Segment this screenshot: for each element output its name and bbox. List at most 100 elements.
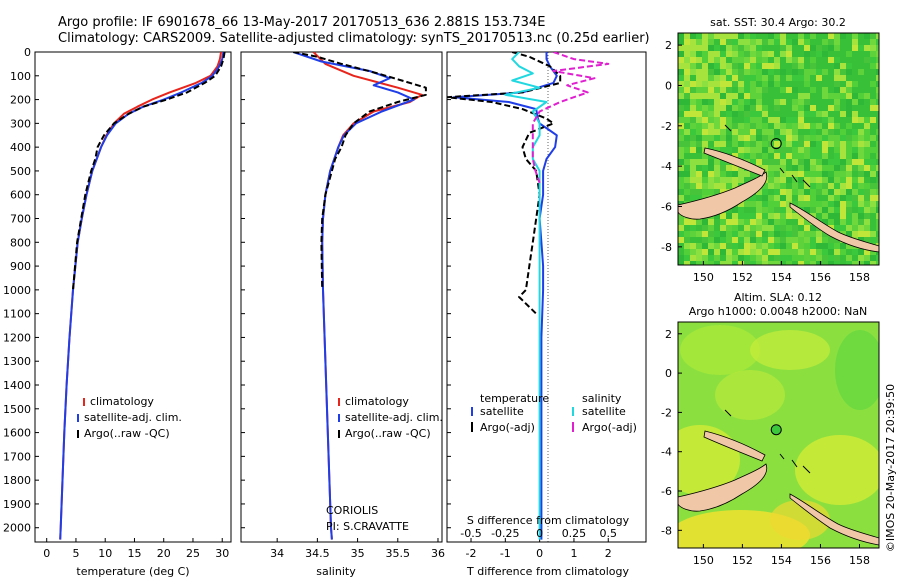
sst-cell bbox=[696, 237, 702, 243]
sst-cell bbox=[744, 261, 750, 265]
sst-cell bbox=[720, 255, 726, 261]
sst-cell bbox=[774, 117, 780, 123]
sst-cell bbox=[810, 57, 816, 63]
sst-cell bbox=[732, 99, 738, 105]
sst-cell bbox=[828, 141, 834, 147]
sst-cell bbox=[684, 171, 690, 177]
sst-cell bbox=[768, 195, 774, 201]
sst-cell bbox=[816, 177, 822, 183]
sst-cell bbox=[750, 99, 756, 105]
sst-cell bbox=[714, 237, 720, 243]
sst-cell bbox=[678, 135, 684, 141]
sst-cell bbox=[732, 105, 738, 111]
sst-cell bbox=[678, 195, 684, 201]
sst-cell bbox=[792, 189, 798, 195]
sst-cell bbox=[774, 183, 780, 189]
sst-cell bbox=[756, 141, 762, 147]
sst-cell bbox=[684, 153, 690, 159]
sst-cell bbox=[822, 105, 828, 111]
sst-cell bbox=[828, 183, 834, 189]
sst-cell bbox=[828, 189, 834, 195]
sst-cell bbox=[840, 99, 846, 105]
sst-cell bbox=[696, 63, 702, 69]
sst-cell bbox=[852, 135, 858, 141]
sst-cell bbox=[690, 87, 696, 93]
sst-cell bbox=[702, 51, 708, 57]
sst-cell bbox=[678, 243, 684, 249]
sst-cell bbox=[810, 261, 816, 265]
sst-cell bbox=[786, 207, 792, 213]
sst-cell bbox=[822, 189, 828, 195]
sst-cell bbox=[678, 237, 684, 243]
sst-cell bbox=[840, 129, 846, 135]
sst-map-title: sat. SST: 30.4 Argo: 30.2 bbox=[710, 16, 846, 29]
sst-cell bbox=[816, 123, 822, 129]
sst-cell bbox=[714, 135, 720, 141]
sst-cell bbox=[864, 75, 870, 81]
sst-cell bbox=[690, 111, 696, 117]
sst-cell bbox=[762, 81, 768, 87]
sst-cell bbox=[762, 249, 768, 255]
sst-cell bbox=[840, 153, 846, 159]
sst-cell bbox=[708, 135, 714, 141]
sst-cell bbox=[774, 249, 780, 255]
sst-cell bbox=[762, 147, 768, 153]
sst-cell bbox=[780, 183, 786, 189]
sst-cell bbox=[744, 57, 750, 63]
sst-cell bbox=[864, 183, 870, 189]
sst-cell bbox=[768, 189, 774, 195]
map-x-tick-label: 150 bbox=[693, 554, 714, 567]
sst-cell bbox=[756, 243, 762, 249]
sst-cell bbox=[858, 75, 864, 81]
sst-cell bbox=[702, 135, 708, 141]
sst-cell bbox=[774, 75, 780, 81]
sst-cell bbox=[816, 243, 822, 249]
sst-cell bbox=[786, 261, 792, 265]
sst-cell bbox=[798, 237, 804, 243]
sst-cell bbox=[714, 171, 720, 177]
map-x-tick-label: 158 bbox=[849, 271, 870, 284]
sst-cell bbox=[876, 159, 879, 165]
sst-cell bbox=[810, 129, 816, 135]
sst-cell bbox=[732, 231, 738, 237]
sst-cell bbox=[834, 249, 840, 255]
sst-cell bbox=[840, 159, 846, 165]
sst-cell bbox=[684, 261, 690, 265]
sst-cell bbox=[786, 69, 792, 75]
sst-cell bbox=[738, 225, 744, 231]
sst-cell bbox=[792, 111, 798, 117]
sst-cell bbox=[678, 81, 684, 87]
sst-cell bbox=[804, 201, 810, 207]
sst-cell bbox=[732, 147, 738, 153]
sst-cell bbox=[846, 69, 852, 75]
sst-cell bbox=[792, 123, 798, 129]
sst-cell bbox=[840, 165, 846, 171]
sst-cell bbox=[750, 147, 756, 153]
sst-cell bbox=[738, 207, 744, 213]
sst-cell bbox=[798, 255, 804, 261]
sst-cell bbox=[798, 87, 804, 93]
sst-cell bbox=[750, 249, 756, 255]
sst-cell bbox=[726, 123, 732, 129]
sst-cell bbox=[774, 189, 780, 195]
sst-cell bbox=[720, 159, 726, 165]
sst-cell bbox=[816, 111, 822, 117]
sst-cell bbox=[708, 123, 714, 129]
difference-lines bbox=[447, 52, 610, 540]
sst-cell bbox=[810, 81, 816, 87]
sst-cell bbox=[846, 105, 852, 111]
sst-cell bbox=[708, 33, 714, 39]
sst-cell bbox=[810, 105, 816, 111]
sst-cell bbox=[732, 213, 738, 219]
sst-cell bbox=[864, 63, 870, 69]
sst-cell bbox=[774, 105, 780, 111]
sst-cell bbox=[834, 159, 840, 165]
sst-cell bbox=[678, 249, 684, 255]
sst-cell bbox=[780, 171, 786, 177]
sst-cell bbox=[810, 165, 816, 171]
sst-cell bbox=[810, 237, 816, 243]
s-difference-tick-label: 0 bbox=[536, 527, 543, 540]
sst-cell bbox=[834, 195, 840, 201]
sst-cell bbox=[804, 93, 810, 99]
sst-cell bbox=[684, 123, 690, 129]
